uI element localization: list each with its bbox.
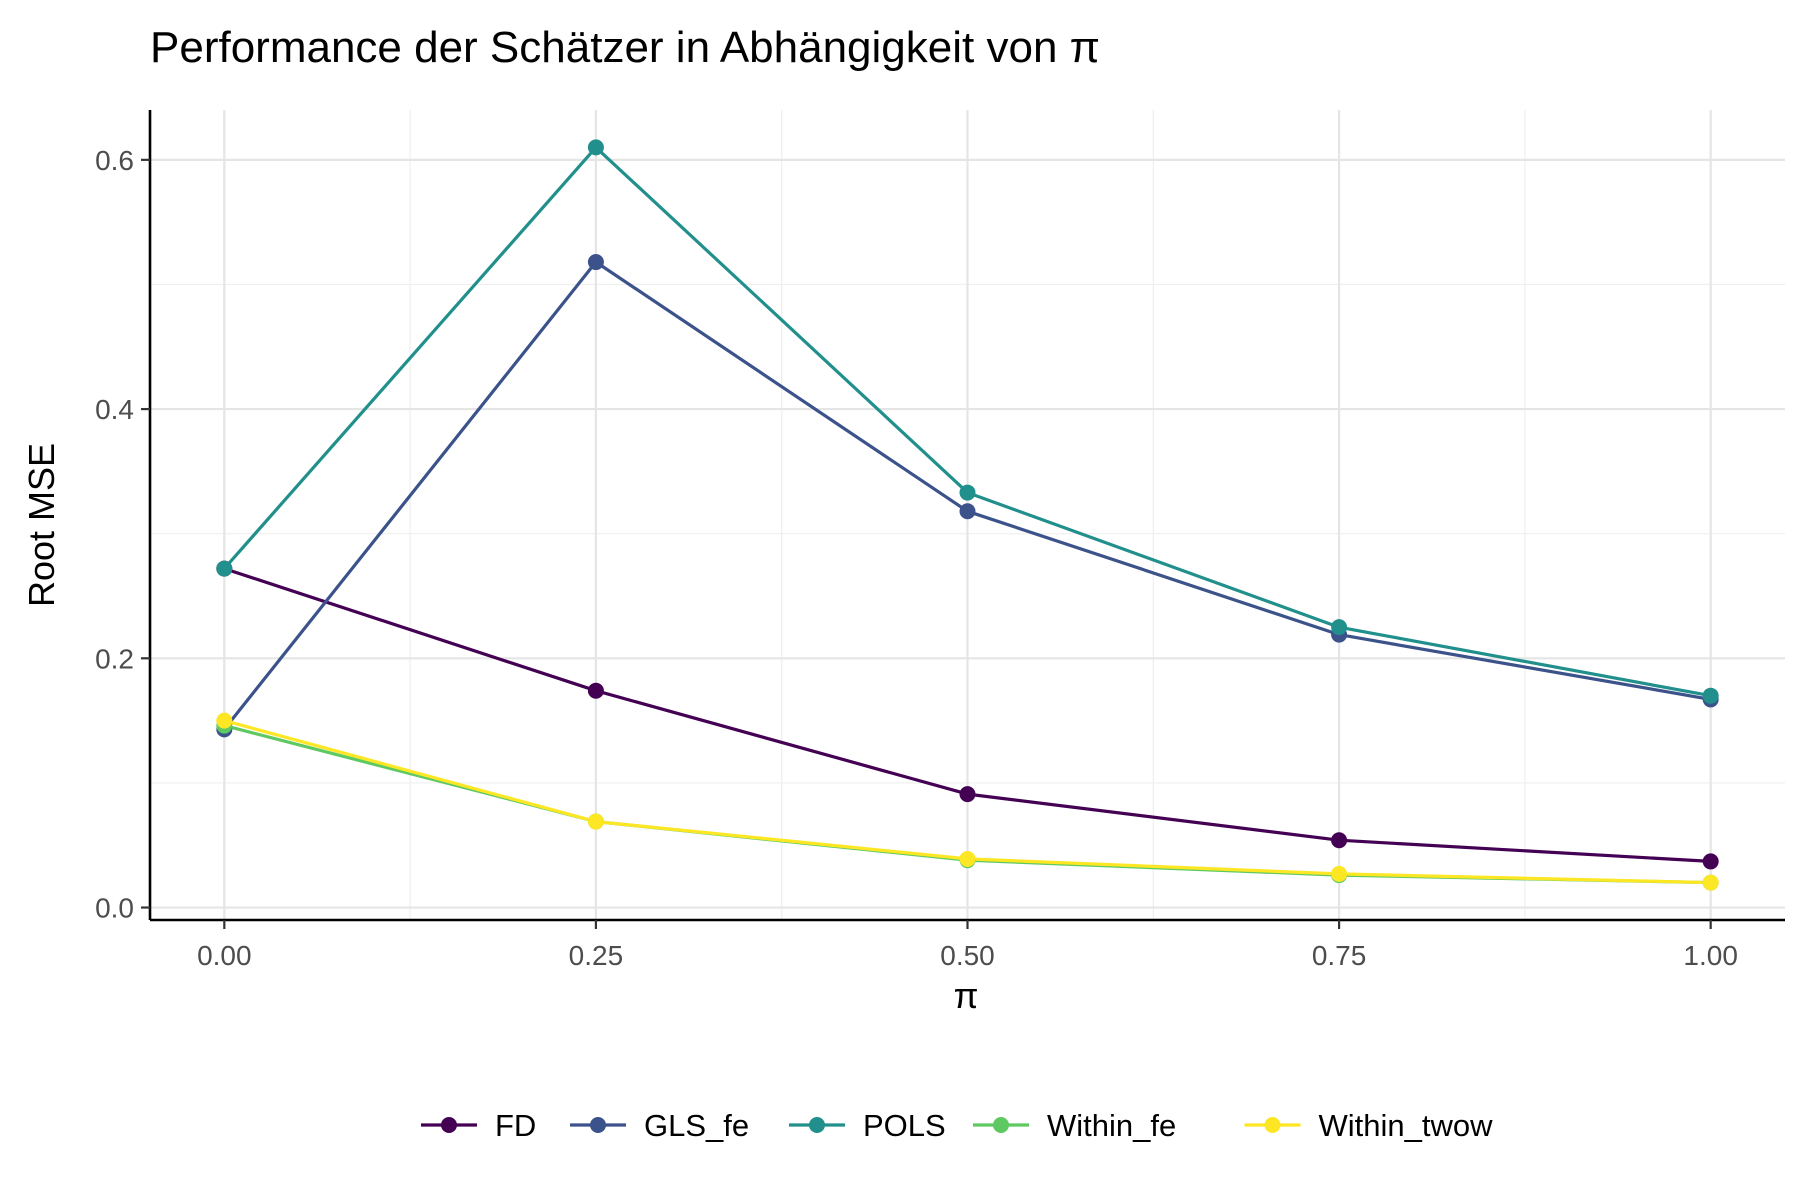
data-point-pols xyxy=(959,484,976,501)
y-tick-label: 0.2 xyxy=(95,643,134,674)
data-point-pols xyxy=(1331,619,1348,636)
x-axis-title: π xyxy=(954,975,979,1016)
data-point-within-twow xyxy=(587,813,604,830)
x-tick-labels: 0.00 0.25 0.50 0.75 1.00 xyxy=(197,920,1738,971)
y-tick-label: 0.0 xyxy=(95,893,134,924)
legend-key-point-within-fe xyxy=(993,1117,1009,1133)
legend-key-point-gls-fe xyxy=(590,1117,606,1133)
legend: FD GLS_fe POLS Within_fe Within_twow xyxy=(421,1108,1493,1143)
data-point-pols xyxy=(587,139,604,156)
x-tick-label: 0.00 xyxy=(197,940,252,971)
data-point-pols xyxy=(216,560,233,577)
data-point-within-twow xyxy=(959,850,976,867)
data-point-fd xyxy=(1702,853,1719,870)
legend-label-within-fe: Within_fe xyxy=(1047,1108,1176,1143)
data-point-gls-fe xyxy=(959,503,976,520)
chart-title: Performance der Schätzer in Abhängigkeit… xyxy=(150,23,1100,72)
data-point-fd xyxy=(959,786,976,803)
data-point-fd xyxy=(587,682,604,699)
data-point-pols xyxy=(1702,687,1719,704)
data-point-fd xyxy=(1331,832,1348,849)
data-point-within-twow xyxy=(1702,874,1719,891)
legend-label-pols: POLS xyxy=(863,1108,946,1143)
data-point-within-twow xyxy=(216,712,233,729)
y-tick-label: 0.4 xyxy=(95,394,134,425)
series-points xyxy=(216,139,1719,891)
x-tick-label: 1.00 xyxy=(1683,940,1738,971)
data-point-gls-fe xyxy=(587,254,604,271)
legend-label-gls-fe: GLS_fe xyxy=(644,1108,749,1143)
legend-key-point-fd xyxy=(441,1117,457,1133)
y-axis-title: Root MSE xyxy=(21,443,62,607)
x-tick-label: 0.50 xyxy=(940,940,995,971)
x-tick-label: 0.25 xyxy=(569,940,624,971)
data-point-within-twow xyxy=(1331,865,1348,882)
y-tick-labels: 0.0 0.2 0.4 0.6 xyxy=(95,145,150,924)
x-tick-label: 0.75 xyxy=(1312,940,1367,971)
legend-label-fd: FD xyxy=(495,1108,536,1143)
legend-label-within-twow: Within_twow xyxy=(1319,1108,1494,1143)
legend-key-point-within-twow xyxy=(1264,1117,1281,1133)
y-tick-label: 0.6 xyxy=(95,145,134,176)
legend-key-point-pols xyxy=(809,1117,825,1133)
